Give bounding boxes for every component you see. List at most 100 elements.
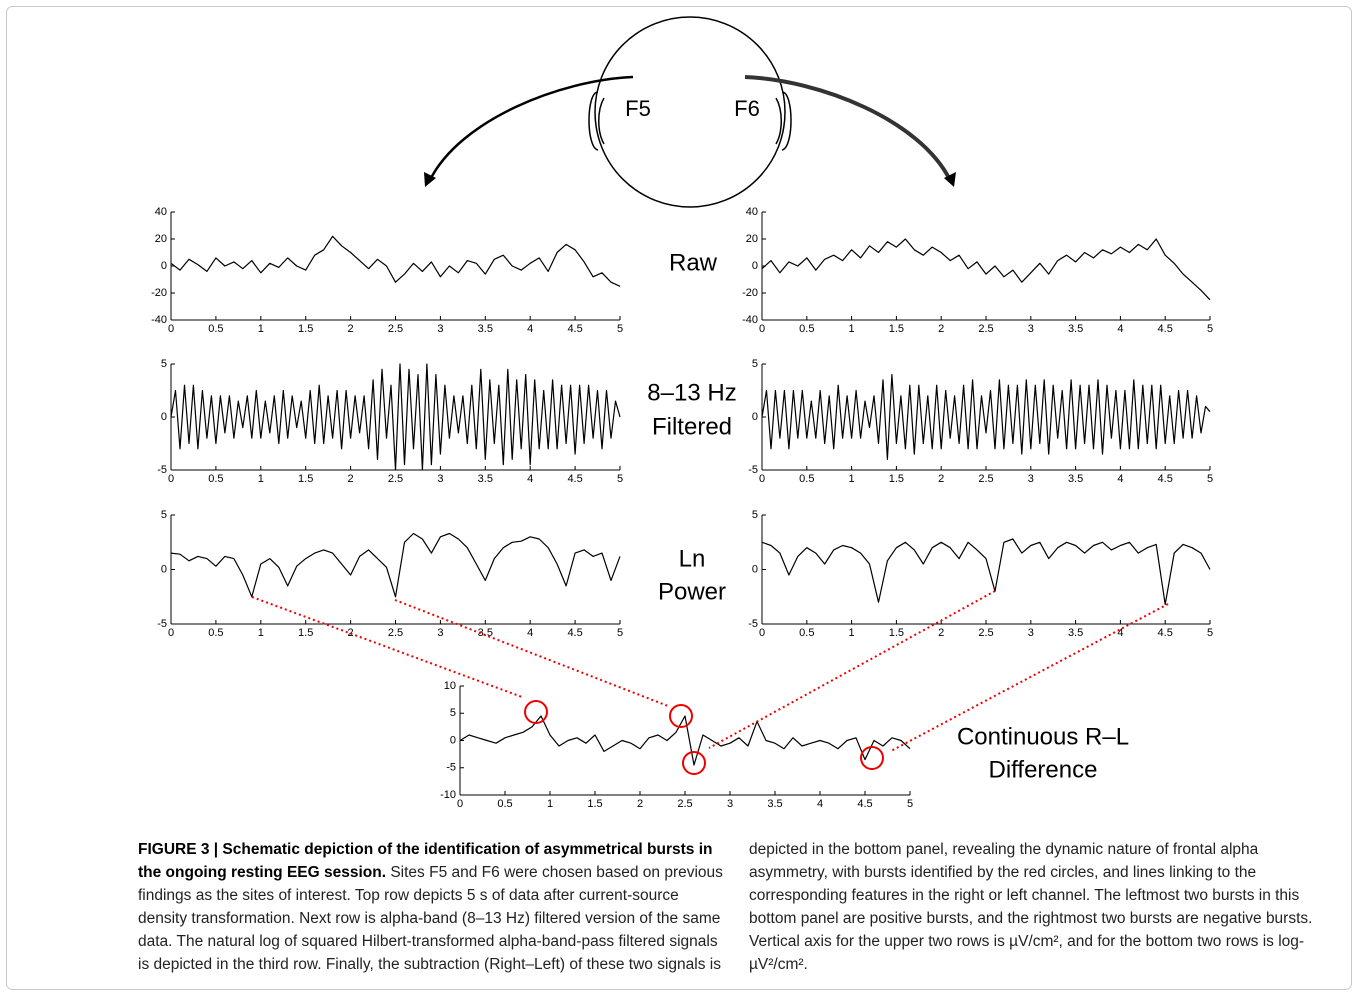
x-tick-label: 2	[348, 473, 354, 485]
y-tick-label: -10	[440, 789, 456, 801]
link-lines	[251, 590, 1169, 752]
head-diagram	[428, 16, 952, 208]
x-tick-label: 3	[1028, 473, 1034, 485]
x-tick-label: 2	[938, 473, 944, 485]
row-label: Raw	[669, 249, 718, 276]
y-tick-label: -5	[157, 618, 167, 630]
x-tick-label: 5	[1207, 473, 1213, 485]
trace	[761, 238, 1211, 301]
arrow-head	[424, 172, 436, 187]
y-tick-label: 5	[752, 509, 758, 521]
trace	[761, 538, 1211, 605]
x-tick-label: 4	[1117, 473, 1123, 485]
x-tick-label: 1.5	[587, 798, 602, 810]
x-tick-label: 2.5	[388, 323, 403, 335]
x-tick-label: 0	[168, 473, 174, 485]
x-tick-label: 0	[759, 323, 765, 335]
x-tick-label: 4	[817, 798, 823, 810]
y-tick-label: 40	[155, 206, 167, 218]
row-label: Filtered	[652, 413, 732, 440]
x-tick-label: 2.5	[388, 473, 403, 485]
x-tick-label: 0	[759, 627, 765, 639]
x-tick-label: 0.5	[208, 473, 223, 485]
x-tick-label: 4	[1117, 323, 1123, 335]
y-tick-label: -40	[742, 314, 758, 326]
x-tick-label: 0	[168, 323, 174, 335]
y-tick-label: 5	[161, 509, 167, 521]
burst-circles	[524, 700, 884, 775]
y-tick-label: 0	[450, 734, 456, 746]
x-tick-label: 2	[348, 627, 354, 639]
y-tick-label: -5	[748, 464, 758, 476]
x-tick-label: 4.5	[1158, 627, 1173, 639]
caption-text: Sites F5 and F6 were chosen based on pre…	[138, 841, 1313, 973]
y-tick-label: -5	[157, 464, 167, 476]
x-tick-label: 3	[437, 323, 443, 335]
x-tick-label: 0	[457, 798, 463, 810]
x-tick-label: 4.5	[1158, 473, 1173, 485]
x-tick-label: 5	[1207, 627, 1213, 639]
x-tick-label: 4.5	[567, 323, 582, 335]
x-tick-label: 3	[437, 627, 443, 639]
y-tick-label: 5	[450, 707, 456, 719]
x-tick-label: 3	[727, 798, 733, 810]
x-tick-label: 2.5	[978, 473, 993, 485]
x-tick-label: 1	[849, 627, 855, 639]
y-tick-label: 0	[752, 411, 758, 423]
y-tick-label: 0	[161, 411, 167, 423]
x-tick-label: 0.5	[208, 627, 223, 639]
y-tick-label: 10	[444, 680, 456, 692]
x-tick-label: 0.5	[799, 473, 814, 485]
x-tick-label: 0.5	[208, 323, 223, 335]
trace	[170, 532, 621, 598]
x-tick-label: 4	[527, 627, 533, 639]
y-tick-label: -5	[748, 618, 758, 630]
y-tick-label: 0	[161, 563, 167, 575]
x-tick-label: 4	[527, 473, 533, 485]
x-tick-label: 2.5	[677, 798, 692, 810]
y-tick-label: 40	[746, 206, 758, 218]
row-label: 8–13 Hz	[647, 379, 736, 406]
x-tick-label: 3	[1028, 323, 1034, 335]
x-tick-label: 2	[348, 323, 354, 335]
x-tick-label: 2	[938, 323, 944, 335]
caption: FIGURE 3 | Schematic depiction of the id…	[138, 838, 1338, 976]
x-tick-label: 1	[849, 323, 855, 335]
x-tick-label: 0	[759, 473, 765, 485]
x-tick-label: 2.5	[978, 323, 993, 335]
x-tick-label: 1.5	[889, 627, 904, 639]
x-tick-label: 4	[1117, 627, 1123, 639]
site-label: F5	[625, 96, 651, 121]
y-tick-label: 0	[752, 563, 758, 575]
trace	[761, 374, 1211, 460]
x-tick-label: 1.5	[298, 323, 313, 335]
x-tick-label: 2.5	[978, 627, 993, 639]
y-tick-label: -5	[446, 762, 456, 774]
y-tick-label: 0	[161, 260, 167, 272]
x-tick-label: 5	[907, 798, 913, 810]
x-tick-label: 3	[1028, 627, 1034, 639]
x-tick-label: 1.5	[298, 627, 313, 639]
y-tick-label: -20	[742, 287, 758, 299]
x-tick-label: 5	[617, 323, 623, 335]
trace	[170, 235, 621, 287]
x-tick-label: 4.5	[857, 798, 872, 810]
x-tick-label: 1.5	[298, 473, 313, 485]
x-tick-label: 3	[437, 473, 443, 485]
row-label: Ln	[679, 545, 706, 572]
row-label: Continuous R–L	[957, 723, 1129, 750]
x-tick-label: 1	[547, 798, 553, 810]
x-tick-label: 0.5	[497, 798, 512, 810]
x-tick-label: 3.5	[767, 798, 782, 810]
x-tick-label: 4	[527, 323, 533, 335]
y-tick-label: 5	[161, 358, 167, 370]
y-tick-label: 20	[155, 233, 167, 245]
y-tick-label: -40	[151, 314, 167, 326]
x-tick-label: 0	[168, 627, 174, 639]
x-tick-label: 1	[258, 627, 264, 639]
y-tick-label: 5	[752, 358, 758, 370]
caption-title: FIGURE 3 | Schematic depiction of the id…	[138, 841, 713, 881]
x-tick-label: 1	[849, 473, 855, 485]
x-tick-label: 1	[258, 473, 264, 485]
